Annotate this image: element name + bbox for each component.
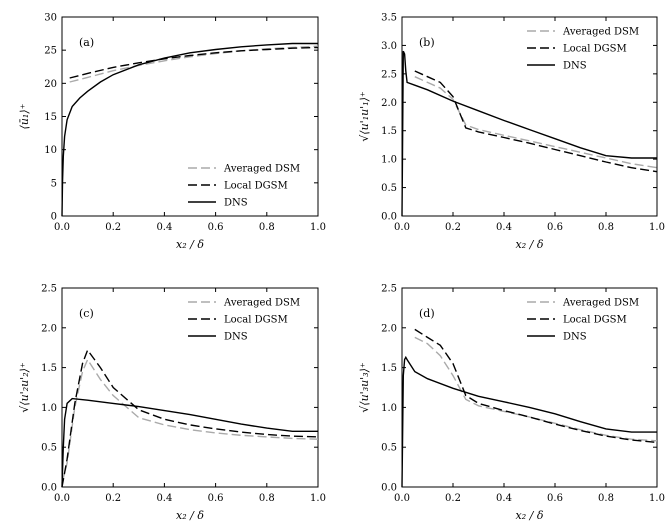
y-tick-label: 1.0 <box>41 403 57 414</box>
x-tick-label: 0.2 <box>105 222 121 233</box>
y-tick-label: 5 <box>51 178 57 189</box>
x-tick-label: 0.2 <box>445 222 461 233</box>
y-tick-label: 25 <box>44 46 57 57</box>
x-tick-label: 0.6 <box>547 493 563 504</box>
legend-entry: Local DGSM <box>563 44 627 55</box>
x-tick-label: 0.8 <box>259 222 275 233</box>
series-line-local-dgsm <box>69 46 319 79</box>
series-line-local-dgsm <box>61 348 319 488</box>
series-line-averaged-dsm <box>414 76 658 169</box>
series-line-dns <box>61 42 318 217</box>
plot-frame <box>61 287 319 488</box>
y-tick-label: 2.5 <box>41 284 57 295</box>
x-tick-label: 0.4 <box>156 222 172 233</box>
legend-entry: DNS <box>224 198 248 209</box>
legend-entry: DNS <box>224 332 248 343</box>
series-line-averaged-dsm <box>414 336 658 442</box>
plot-frame <box>401 287 658 488</box>
y-tick-label: 3.0 <box>381 41 397 52</box>
x-tick-label: 0.2 <box>105 493 121 504</box>
legend-entry: Local DGSM <box>224 181 288 192</box>
panel-label: (a) <box>79 36 94 49</box>
x-tick-label: 1.0 <box>649 222 665 233</box>
panel-label: (b) <box>419 36 435 49</box>
x-tick-label: 1.0 <box>649 493 665 504</box>
y-tick-label: 2.0 <box>41 323 57 334</box>
x-tick-label: 0.4 <box>496 222 512 233</box>
x-tick-label: 0.0 <box>394 493 410 504</box>
x-axis-label: x₂ / δ <box>176 509 204 522</box>
y-tick-label: 1.0 <box>381 403 397 414</box>
series-line-local-dgsm <box>414 70 658 173</box>
x-tick-label: 0.0 <box>394 222 410 233</box>
y-tick-label: 2.0 <box>381 323 397 334</box>
x-tick-label: 0.0 <box>54 222 70 233</box>
x-tick-label: 0.8 <box>598 493 614 504</box>
y-tick-label: 30 <box>44 13 57 24</box>
y-tick-label: 2.5 <box>381 69 397 80</box>
y-tick-label: 0.5 <box>41 443 57 454</box>
y-axis-label: √⟨u'₁u'₁⟩⁺ <box>358 91 371 142</box>
x-tick-label: 1.0 <box>310 222 326 233</box>
legend-entry: Local DGSM <box>224 315 288 326</box>
x-tick-label: 0.6 <box>208 222 224 233</box>
y-tick-label: 1.5 <box>381 126 397 137</box>
plot-frame <box>401 16 658 217</box>
legend-entry: Averaged DSM <box>223 164 300 175</box>
panel-label: (d) <box>419 307 435 320</box>
y-tick-label: 10 <box>44 145 57 156</box>
y-tick-label: 0.0 <box>381 483 397 494</box>
legend-entry: Local DGSM <box>563 315 627 326</box>
y-tick-label: 0 <box>51 212 57 223</box>
x-tick-label: 0.8 <box>598 222 614 233</box>
panel-label: (c) <box>79 307 94 320</box>
series-line-dns <box>401 355 657 488</box>
y-tick-label: 2.5 <box>381 284 397 295</box>
x-axis-label: x₂ / δ <box>516 509 544 522</box>
x-tick-label: 0.4 <box>156 493 172 504</box>
y-tick-label: 20 <box>44 79 57 90</box>
y-axis-label: ⟨ū₁⟩⁺ <box>18 103 31 129</box>
panel-a: 0.0 0.2 0.4 0.6 0.8 1.0 0 5 10 15 20 25 30 x₂ / δ ⟨ū₁⟩… <box>18 13 326 252</box>
series-line-local-dgsm <box>414 328 658 444</box>
y-tick-label: 1.5 <box>41 363 57 374</box>
y-tick-label: 3.5 <box>381 13 397 24</box>
y-axis-label: √⟨u'₃u'₃⟩⁺ <box>358 362 371 413</box>
y-tick-label: 2.0 <box>381 98 397 109</box>
series-line-averaged-dsm <box>69 45 319 83</box>
x-axis-label: x₂ / δ <box>176 238 204 251</box>
x-tick-label: 0.0 <box>54 493 70 504</box>
y-tick-label: 0.5 <box>381 443 397 454</box>
y-tick-label: 1.0 <box>381 155 397 166</box>
legend-entry: Averaged DSM <box>223 298 300 309</box>
x-tick-label: 0.4 <box>496 493 512 504</box>
legend-entry: DNS <box>563 332 587 343</box>
y-axis-label: √⟨u'₂u'₂⟩⁺ <box>18 362 31 413</box>
legend-entry: DNS <box>563 61 587 72</box>
y-tick-label: 0.5 <box>381 183 397 194</box>
x-tick-label: 0.2 <box>445 493 461 504</box>
x-tick-label: 0.8 <box>259 493 275 504</box>
y-tick-label: 15 <box>44 112 57 123</box>
y-tick-label: 1.5 <box>381 363 397 374</box>
series-line-averaged-dsm <box>61 358 319 484</box>
x-axis-label: x₂ / δ <box>516 238 544 251</box>
panel-b: 0.0 0.2 0.4 0.6 0.8 1.0 0.0 0.5 1.0 1.5 2.0 2.5 3.0 3… <box>358 13 665 252</box>
x-tick-label: 0.6 <box>547 222 563 233</box>
x-tick-label: 0.6 <box>208 493 224 504</box>
y-tick-label: 0.0 <box>381 212 397 223</box>
y-tick-label: 0.0 <box>41 483 57 494</box>
legend-entry: Averaged DSM <box>562 27 639 38</box>
x-tick-label: 1.0 <box>310 493 326 504</box>
series-line-dns <box>401 50 657 217</box>
series-line-dns <box>61 397 318 488</box>
panel-c: 0.0 0.2 0.4 0.6 0.8 1.0 0.0 0.5 1.0 1.5 2.0 2.5 x₂ /… <box>18 284 326 523</box>
panel-d: 0.0 0.2 0.4 0.6 0.8 1.0 0.0 0.5 1.0 1.5 2.0 2.5 x₂ /… <box>358 284 665 523</box>
legend-entry: Averaged DSM <box>562 298 639 309</box>
